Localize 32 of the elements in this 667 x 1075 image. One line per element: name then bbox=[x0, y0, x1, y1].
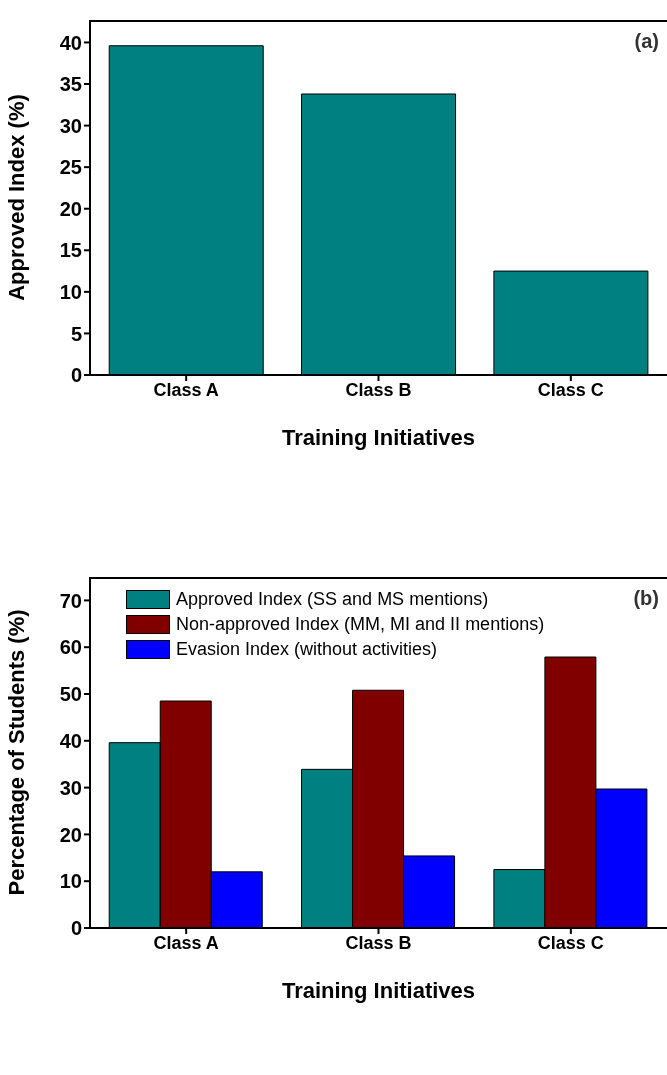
x-axis-title: Training Initiatives bbox=[281, 978, 476, 1003]
x-tick-label: Class C bbox=[537, 379, 604, 400]
x-tick-label: Class C bbox=[537, 932, 604, 953]
legend-label: Approved Index (SS and MS mentions) bbox=[176, 588, 489, 611]
y-tick-label: 35 bbox=[59, 73, 82, 96]
y-tick-label: 5 bbox=[70, 322, 82, 345]
y-tick-label: 15 bbox=[59, 239, 82, 262]
y-tick-label: 30 bbox=[59, 114, 82, 137]
legend-label: Non-approved Index (MM, MI and II mentions) bbox=[176, 613, 545, 636]
annotation: (a) bbox=[634, 30, 659, 53]
y-tick-label: 60 bbox=[59, 636, 82, 659]
y-tick-label: 10 bbox=[59, 870, 82, 893]
x-tick-label: Class A bbox=[153, 932, 219, 953]
x-tick-label: Class B bbox=[345, 932, 412, 953]
y-tick-label: 0 bbox=[70, 364, 82, 387]
y-tick-label: 30 bbox=[59, 776, 82, 799]
y-axis-title: Percentage of Students (%) bbox=[3, 609, 29, 896]
y-tick-label: 70 bbox=[59, 589, 82, 612]
y-tick-label: 0 bbox=[70, 917, 82, 940]
y-tick-label: 20 bbox=[59, 197, 82, 220]
x-tick-label: Class B bbox=[345, 379, 412, 400]
legend-label: Evasion Index (without activities) bbox=[176, 638, 438, 661]
annotation: (b) bbox=[633, 587, 659, 610]
y-tick-label: 25 bbox=[59, 156, 82, 179]
y-tick-label: 50 bbox=[59, 683, 82, 706]
y-tick-label: 20 bbox=[59, 823, 82, 846]
y-tick-label: 40 bbox=[59, 31, 82, 54]
y-axis-title: Approved Index (%) bbox=[3, 94, 29, 301]
y-tick-label: 10 bbox=[59, 280, 82, 303]
x-tick-label: Class A bbox=[153, 379, 219, 400]
y-tick-label: 40 bbox=[59, 729, 82, 752]
x-axis-title: Training Initiatives bbox=[281, 425, 476, 450]
